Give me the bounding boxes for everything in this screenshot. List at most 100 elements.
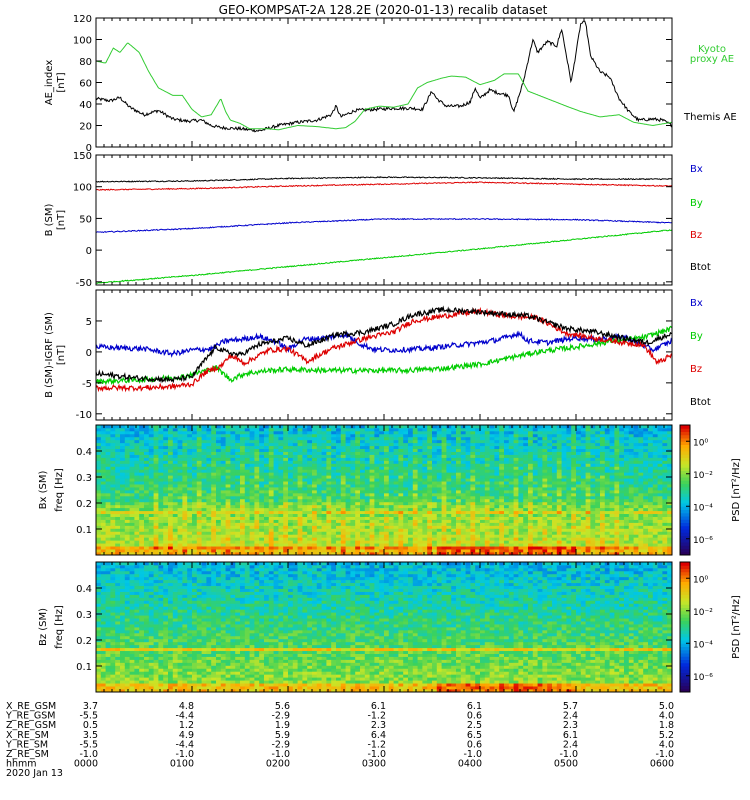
heatmap-cell (307, 466, 313, 470)
heatmap-cell (225, 498, 231, 503)
heatmap-cell (100, 484, 106, 488)
heatmap-cell (292, 519, 298, 523)
heatmap-cell (412, 492, 418, 497)
heatmap-cell (566, 498, 572, 503)
heatmap-cell (192, 528, 198, 532)
heatmap-cell (331, 540, 337, 544)
heatmap-cell (436, 519, 442, 523)
heatmap-cell (201, 522, 207, 526)
heatmap-cell (201, 525, 207, 529)
heatmap-cell (220, 507, 226, 512)
heatmap-cell (331, 510, 337, 515)
heatmap-cell (470, 442, 476, 447)
heatmap-cell (417, 546, 423, 550)
heatmap-cell (427, 457, 433, 461)
heatmap-cell (537, 504, 543, 509)
heatmap-cell (369, 531, 375, 535)
heatmap-cell (417, 492, 423, 497)
heatmap-cell (312, 436, 318, 441)
heatmap-cell (268, 513, 274, 517)
heatmap-cell (230, 528, 236, 532)
heatmap-cell (220, 460, 226, 464)
heatmap-cell (216, 516, 222, 520)
heatmap-cell (393, 481, 399, 485)
heatmap-cell (547, 487, 553, 491)
heatmap-cell (427, 543, 433, 547)
heatmap-cell (350, 504, 356, 509)
heatmap-cell (177, 463, 183, 467)
heatmap-cell (336, 519, 342, 523)
heatmap-cell (172, 531, 178, 535)
heatmap-cell (96, 525, 102, 529)
heatmap-cell (484, 522, 490, 526)
heatmap-cell (388, 522, 394, 526)
heatmap-cell (172, 549, 178, 553)
heatmap-cell (345, 472, 351, 476)
heatmap-cell (297, 540, 303, 544)
heatmap-cell (345, 454, 351, 458)
heatmap-cell (168, 495, 174, 500)
heatmap-cell (115, 546, 121, 550)
heatmap-cell (168, 484, 174, 488)
heatmap-cell (417, 495, 423, 500)
heatmap-cell (220, 481, 226, 485)
heatmap-cell (355, 492, 361, 497)
heatmap-cell (235, 501, 241, 506)
heatmap-cell (115, 475, 121, 479)
heatmap-cell (475, 445, 481, 450)
heatmap-cell (547, 531, 553, 535)
heatmap-cell (480, 490, 486, 494)
heatmap-cell (177, 490, 183, 494)
heatmap-cell (268, 549, 274, 553)
heatmap-cell (379, 546, 385, 550)
heatmap-cell (508, 457, 514, 461)
heatmap-cell (446, 519, 452, 523)
heatmap-cell (321, 490, 327, 494)
heatmap-cell (350, 445, 356, 450)
heatmap-cell (422, 534, 428, 538)
heatmap-cell (532, 472, 538, 476)
heatmap-cell (580, 519, 586, 523)
heatmap-cell (148, 540, 154, 544)
heatmap-cell (283, 460, 289, 464)
heatmap-cell (292, 525, 298, 529)
heatmap-cell (552, 534, 558, 538)
heatmap-cell (153, 501, 159, 506)
heatmap-cell (523, 469, 529, 473)
heatmap-cell (552, 425, 558, 429)
heatmap-cell (187, 478, 193, 482)
heatmap-cell (384, 433, 390, 438)
heatmap-cell (388, 475, 394, 479)
heatmap-cell (177, 492, 183, 497)
heatmap-cell (326, 436, 332, 441)
heatmap-cell (105, 425, 111, 429)
heatmap-cell (470, 528, 476, 532)
heatmap-cell (398, 430, 404, 435)
heatmap-cell (206, 487, 212, 491)
heatmap-cell (355, 519, 361, 523)
heatmap-cell (244, 454, 250, 458)
heatmap-cell (470, 501, 476, 506)
heatmap-cell (105, 490, 111, 494)
y-tick-label: 100 (73, 183, 92, 194)
heatmap-cell (556, 510, 562, 515)
heatmap-cell (542, 546, 548, 550)
heatmap-cell (547, 501, 553, 506)
heatmap-cell (259, 528, 265, 532)
heatmap-cell (456, 498, 462, 503)
heatmap-cell (484, 484, 490, 488)
heatmap-cell (96, 454, 102, 458)
heatmap-cell (369, 504, 375, 509)
heatmap-cell (264, 501, 270, 506)
heatmap-cell (412, 490, 418, 494)
heatmap-cell (312, 525, 318, 529)
heatmap-cell (408, 425, 414, 429)
heatmap-cell (580, 492, 586, 497)
heatmap-cell (456, 436, 462, 441)
heatmap-cell (408, 481, 414, 485)
heatmap-cell (388, 442, 394, 447)
heatmap-cell (297, 478, 303, 482)
heatmap-cell (292, 543, 298, 547)
heatmap-cell (302, 519, 308, 523)
